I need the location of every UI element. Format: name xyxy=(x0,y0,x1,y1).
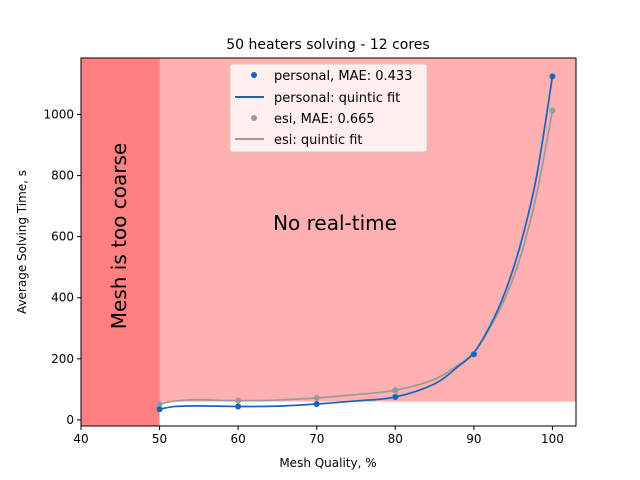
legend-label-esi-points: esi, MAE: 0.665 xyxy=(274,112,375,127)
legend-marker-personal-points xyxy=(251,72,257,78)
series-point-0-3 xyxy=(392,393,399,400)
x-tick-label-5: 90 xyxy=(466,432,481,446)
series-point-0-5 xyxy=(549,73,556,80)
legend: personal, MAE: 0.433 personal: quintic f… xyxy=(229,63,428,153)
series-point-2-3 xyxy=(392,387,399,394)
region-label-mesh-too-coarse: Mesh is too coarse xyxy=(107,143,131,329)
x-tick-label-4: 80 xyxy=(388,432,403,446)
series-point-0-2 xyxy=(313,401,320,408)
legend-label-esi-fit: esi: quintic fit xyxy=(274,133,363,148)
series-point-0-4 xyxy=(470,351,477,358)
y-tick-label-1: 200 xyxy=(51,352,74,366)
legend-box xyxy=(229,63,428,153)
y-tick-label-3: 600 xyxy=(51,230,74,244)
x-axis-label: Mesh Quality, % xyxy=(279,456,376,470)
legend-marker-esi-points xyxy=(251,115,257,121)
y-axis-ticks: 0 200 400 600 800 1000 xyxy=(43,107,81,427)
series-point-0-0 xyxy=(156,406,163,413)
series-point-2-1 xyxy=(235,397,242,404)
region-1 xyxy=(81,58,160,426)
series-point-2-2 xyxy=(313,394,320,401)
x-tick-label-3: 70 xyxy=(309,432,324,446)
fit-lines-layer xyxy=(159,76,554,411)
x-tick-label-1: 50 xyxy=(152,432,167,446)
y-tick-label-0: 0 xyxy=(66,413,74,427)
points-layer xyxy=(156,73,556,413)
y-tick-label-4: 800 xyxy=(51,169,74,183)
y-tick-label-5: 1000 xyxy=(43,107,74,121)
series-line-1 xyxy=(159,76,554,411)
region-label-no-real-time: No real-time xyxy=(273,211,397,235)
series-point-0-1 xyxy=(235,403,242,410)
x-axis-ticks: 40 50 60 70 80 90 100 xyxy=(73,426,564,446)
chart-title: 50 heaters solving - 12 cores xyxy=(226,37,429,53)
x-tick-label-2: 60 xyxy=(231,432,246,446)
legend-label-personal-fit: personal: quintic fit xyxy=(274,91,400,106)
plot-frame xyxy=(80,57,577,427)
y-tick-label-2: 400 xyxy=(51,291,74,305)
series-point-2-5 xyxy=(549,107,556,114)
legend-label-personal-points: personal, MAE: 0.433 xyxy=(274,69,412,84)
series-point-2-0 xyxy=(156,401,163,408)
x-tick-label-6: 100 xyxy=(541,432,564,446)
y-axis-label: Average Solving Time, s xyxy=(15,170,29,314)
series-line-3 xyxy=(159,110,554,405)
x-tick-label-0: 40 xyxy=(73,432,88,446)
